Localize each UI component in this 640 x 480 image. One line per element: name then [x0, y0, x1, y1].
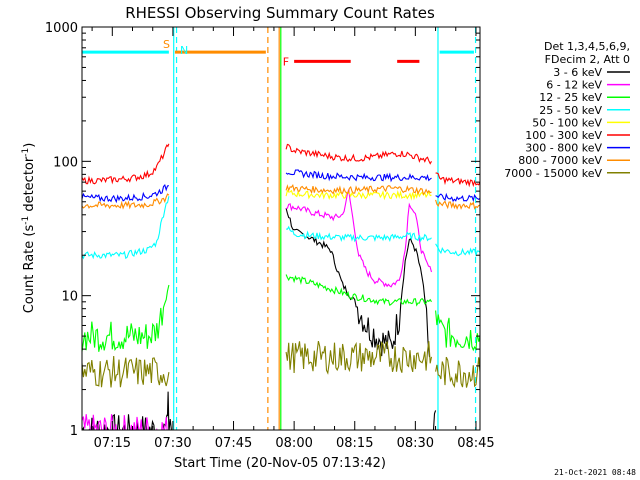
series-line	[82, 193, 170, 210]
series-lines	[82, 143, 480, 430]
series-line	[285, 143, 432, 165]
series-line	[82, 391, 173, 430]
series-line	[435, 243, 480, 257]
y-tick-label: 1	[70, 424, 78, 439]
legend-entry-label: 25 - 50 keV	[539, 104, 602, 117]
series-line	[285, 169, 432, 183]
legend-entry-label: 12 - 25 keV	[539, 91, 602, 104]
legend: Det 1,3,4,5,6,9, FDecim 2, Att 0 3 - 6 k…	[504, 40, 630, 180]
series-line	[435, 199, 480, 211]
x-tick-label: 08:00	[275, 436, 312, 451]
y-tick-label: 1000	[45, 21, 78, 36]
annotation-label: S	[163, 38, 170, 51]
series-line	[82, 196, 170, 260]
vertical-markers	[173, 27, 477, 430]
legend-entry-label: 3 - 6 keV	[553, 66, 602, 79]
series-line	[432, 410, 437, 430]
y-tick-label: 100	[53, 155, 78, 170]
series-line	[285, 274, 432, 307]
legend-entry-label: 6 - 12 keV	[546, 79, 602, 92]
series-line	[285, 184, 432, 196]
legend-entry-label: 7000 - 15000 keV	[504, 167, 602, 180]
series-line	[82, 184, 170, 204]
series-line	[435, 356, 480, 389]
series-line	[82, 284, 170, 352]
x-axis-label: Start Time (20-Nov-05 07:13:42)	[174, 456, 386, 471]
y-axis-label: Count Rate (s-1 detector-1)	[21, 143, 37, 314]
series-line	[285, 208, 431, 357]
series-line	[286, 225, 432, 243]
series-line	[435, 172, 480, 188]
annotation-bars: S N F	[82, 38, 474, 68]
chart-title: RHESSI Observing Summary Count Rates	[125, 4, 435, 22]
x-tick-label: 07:15	[94, 436, 131, 451]
series-line	[82, 143, 170, 185]
annotation-label: N	[180, 44, 188, 57]
legend-entry-label: 300 - 800 keV	[525, 142, 602, 155]
x-tick-label: 08:45	[457, 436, 494, 451]
legend-header-line-2: FDecim 2, Att 0	[545, 53, 630, 66]
footer-date: 21-Oct-2021 08:48	[554, 468, 636, 477]
axis-ticks: 1 10 100 1000 07:15 07:30 07:45 08:00 08:15 08:30…	[45, 21, 495, 451]
y-tick-label: 10	[61, 290, 78, 305]
series-line	[285, 340, 433, 375]
series-line	[435, 310, 480, 352]
x-tick-label: 07:30	[154, 436, 191, 451]
x-tick-label: 07:45	[215, 436, 252, 451]
x-tick-label: 08:30	[397, 436, 434, 451]
x-tick-label: 08:15	[336, 436, 373, 451]
series-line	[285, 189, 433, 288]
plot-frame	[81, 26, 481, 431]
legend-entry-label: 50 - 100 keV	[532, 116, 602, 129]
legend-header-line-1: Det 1,3,4,5,6,9,	[544, 40, 630, 53]
series-line	[285, 189, 432, 201]
series-line	[435, 192, 480, 203]
series-line	[82, 355, 170, 388]
legend-entry-label: 800 - 7000 keV	[518, 154, 602, 167]
annotation-label: F	[283, 55, 289, 68]
legend-entry-label: 100 - 300 keV	[525, 129, 602, 142]
